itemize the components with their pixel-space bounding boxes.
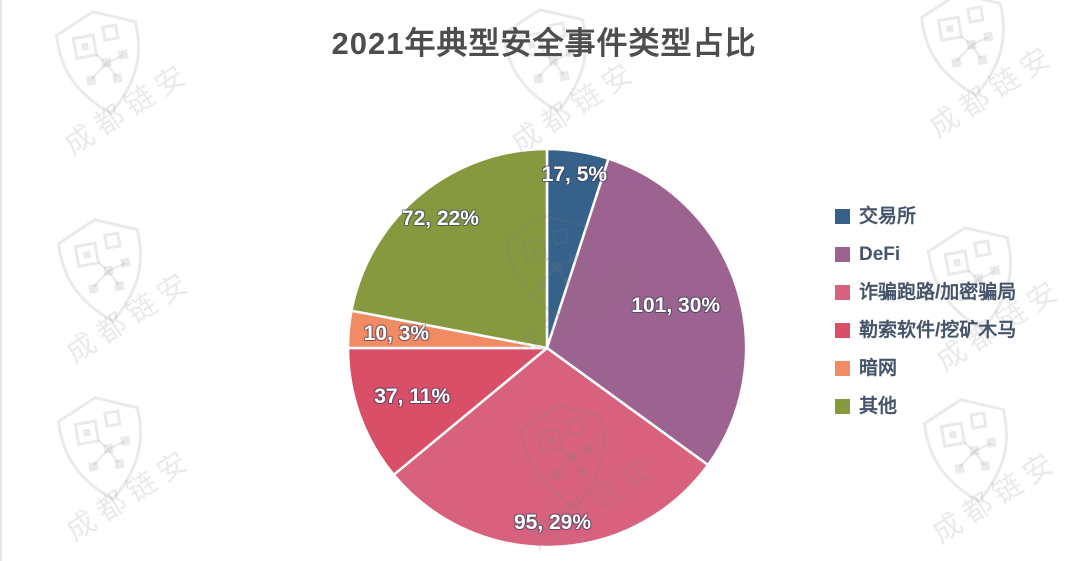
- legend-label: 交易所: [859, 205, 917, 227]
- legend-label: 其他: [859, 395, 898, 417]
- chart-legend: 交易所 DeFi 诈骗跑路/加密骗局 勒索软件/挖矿木马 暗网其他: [835, 201, 1016, 429]
- legend-item-1: DeFi: [835, 239, 1016, 269]
- legend-item-4: 暗网: [835, 353, 1016, 383]
- pie-slice-1: [545, 157, 748, 467]
- legend-label: 暗网: [859, 357, 898, 379]
- legend-swatch-icon: [835, 246, 850, 262]
- legend-swatch-icon: [835, 322, 850, 338]
- pie-slice-5: [350, 147, 549, 350]
- chart-title: 2021年典型安全事件类型占比: [331, 26, 757, 61]
- legend-label: 诈骗跑路/加密骗局: [859, 281, 1017, 303]
- legend-swatch-icon: [835, 284, 850, 300]
- legend-item-2: 诈骗跑路/加密骗局: [835, 277, 1016, 307]
- pie-slice-2: [392, 346, 710, 549]
- legend-item-0: 交易所: [835, 201, 1016, 231]
- legend-swatch-icon: [835, 208, 850, 224]
- legend-label: 勒索软件/挖矿木马: [859, 319, 1017, 341]
- legend-item-5: 其他: [835, 391, 1016, 421]
- legend-item-3: 勒索软件/挖矿木马: [835, 315, 1016, 345]
- legend-swatch-icon: [835, 398, 850, 414]
- legend-label: DeFi: [859, 243, 901, 265]
- pie-slice-3: [346, 346, 549, 477]
- legend-swatch-icon: [835, 360, 850, 376]
